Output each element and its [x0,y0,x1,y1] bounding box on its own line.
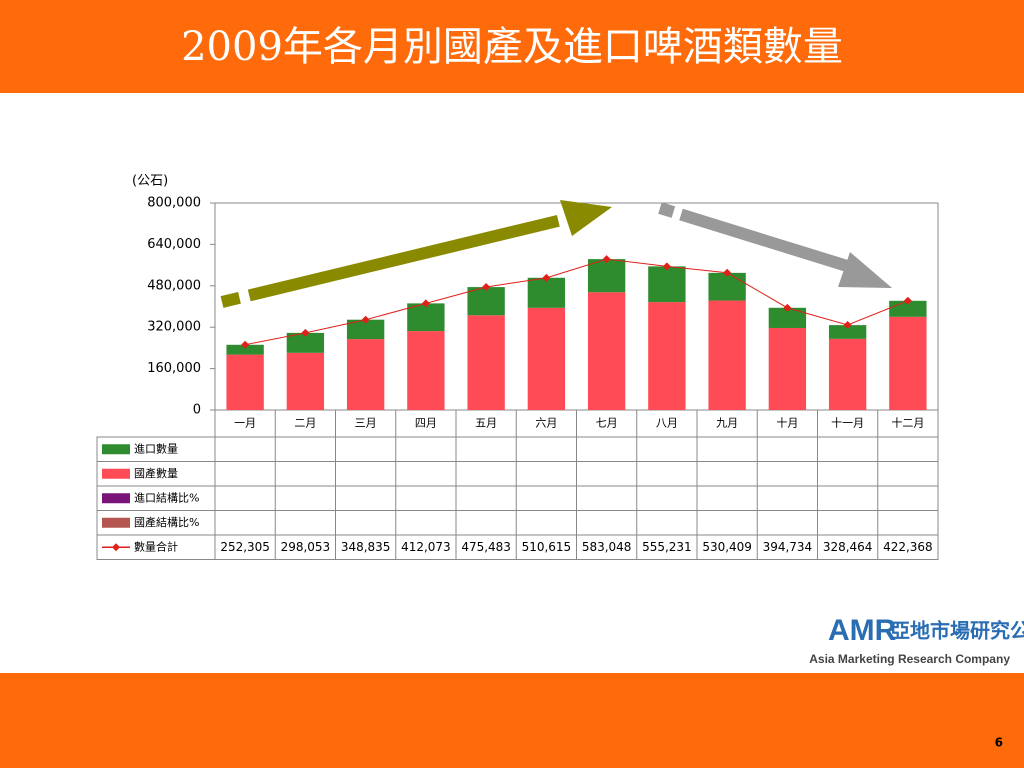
x-tick-label: 一月 [234,417,256,430]
bar-segment [828,325,867,339]
legend-swatch [102,468,130,479]
x-tick-label: 二月 [294,417,316,430]
company-en: Asia Marketing Research Company [809,652,1010,666]
y-tick-label: 800,000 [147,196,201,211]
bar-segment [346,319,385,340]
total-label: 328,464 [823,540,873,554]
y-tick-label: 640,000 [147,237,201,252]
legend-label: 進口結構比% [134,490,199,504]
x-tick-label: 三月 [355,417,377,430]
total-label: 394,734 [763,540,813,554]
total-marker [361,315,370,324]
total-marker [903,296,912,305]
x-tick-label: 九月 [716,417,738,430]
y-tick-label: 0 [193,403,201,418]
bar-segment [226,344,264,355]
total-marker [421,299,430,308]
bar-segment [527,307,566,410]
bar-segment [648,266,686,303]
y-axis-label: (公石) [132,174,168,189]
header-bar [0,0,1024,93]
total-marker [241,340,250,349]
bar-segment [226,354,264,410]
slide-title: 2009年各月別國產及進口啤酒類數量 [181,24,843,70]
total-marker [301,328,310,337]
x-tick-label: 十月 [776,416,798,430]
x-tick-label: 五月 [475,417,497,430]
bar-segment [587,259,626,293]
bar-segment [768,327,807,410]
total-marker [783,303,792,312]
legend-label: 數量合計 [134,539,178,553]
y-tick-label: 320,000 [147,320,201,335]
plot-area [214,202,939,411]
total-marker [662,262,671,271]
total-marker [542,273,551,282]
bar-segment [286,352,325,410]
bar-segment [346,339,385,410]
logo: AMR [828,614,897,647]
total-label: 475,483 [461,540,511,554]
total-label: 298,053 [281,540,331,554]
bar-segment [407,303,445,332]
bar-segment [527,277,566,308]
company-cn: 亞地市場研究公司 [890,619,1024,643]
legend-swatch [102,493,130,504]
x-tick-label: 四月 [415,417,437,430]
bar-segment [828,338,867,410]
total-marker [602,255,611,264]
page-number: 6 [995,736,1003,750]
bar-segment [467,315,505,410]
total-label: 348,835 [341,540,391,554]
total-marker [723,268,732,277]
legend-swatch [102,444,130,455]
legend-label: 國產數量 [134,466,178,480]
total-marker [843,321,852,330]
bar-segment [708,300,746,410]
bar-segment [407,331,445,410]
bar-segment [889,316,927,410]
x-tick-label: 八月 [656,417,678,430]
x-tick-label: 十一月 [831,416,864,430]
total-label: 510,615 [522,540,572,554]
total-label: 252,305 [220,540,270,554]
total-label: 530,409 [702,540,752,554]
legend-marker [112,543,120,552]
bar-segment [648,302,686,410]
bar-segment [467,287,505,316]
bar-segment [708,272,746,301]
total-label: 422,368 [883,540,933,554]
bar-segment [587,292,626,410]
x-tick-label: 十二月 [891,416,924,430]
legend-swatch [102,517,130,528]
total-line [245,258,909,346]
legend-label: 進口數量 [134,442,178,455]
total-label: 412,073 [401,540,451,554]
y-tick-label: 480,000 [147,278,201,293]
x-tick-label: 六月 [535,417,557,430]
y-tick-label: 160,000 [147,361,201,376]
total-label: 583,048 [582,540,632,554]
bar-segment [768,307,807,328]
trend-arrows [220,200,892,308]
total-marker [482,282,491,291]
x-tick-label: 七月 [596,417,618,430]
footer-bar [0,673,1024,768]
total-label: 555,231 [642,540,692,554]
legend-label: 國產結構比% [134,515,199,529]
bar-segment [286,332,325,353]
